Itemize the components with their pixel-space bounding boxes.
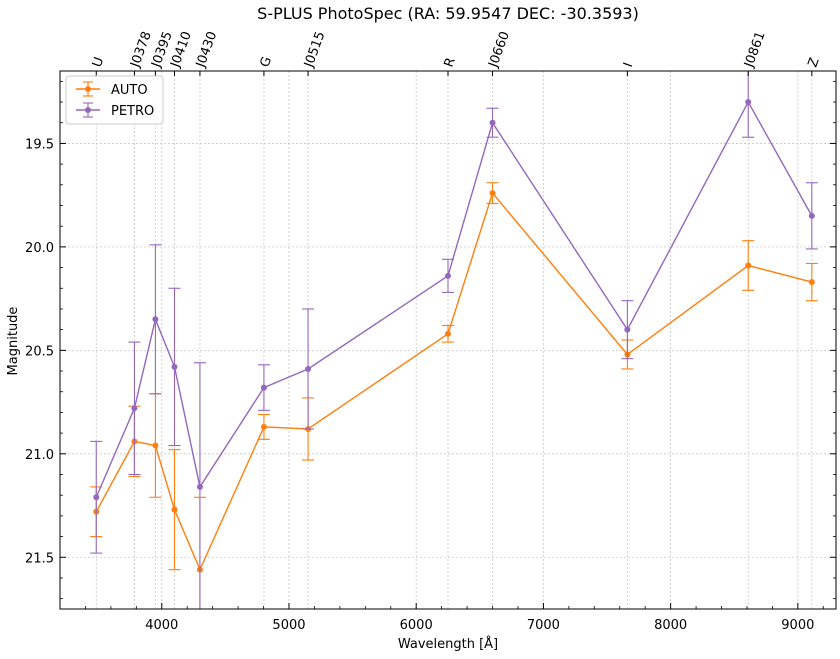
- axis-ticks: 4000 5000 6000 7000 8000 9000 19.5 20.0 20.5 21.0…: [25, 71, 836, 633]
- legend-marker: [85, 107, 91, 113]
- x-tick-label: 7000: [527, 618, 560, 633]
- y-axis-label: Magnitude: [6, 307, 21, 376]
- band-label-i: I: [621, 61, 636, 70]
- data-point: [171, 506, 178, 513]
- series-petro: [90, 71, 818, 609]
- band-label-g: G: [258, 55, 276, 70]
- data-point: [808, 279, 815, 286]
- series-line-auto: [95, 191, 813, 572]
- y-tick-label: 20.0: [25, 241, 54, 256]
- x-tick-label: 9000: [781, 618, 814, 633]
- data-point: [260, 423, 267, 430]
- y-tick-label: 19.5: [25, 137, 54, 152]
- legend-entry-petro: [76, 102, 100, 118]
- x-axis-label: Wavelength [Å]: [398, 636, 498, 652]
- data-point: [445, 330, 451, 337]
- data-point: [489, 119, 496, 126]
- legend: AUTO PETRO: [65, 75, 164, 125]
- data-point: [808, 212, 815, 219]
- x-tick-label: 8000: [654, 618, 687, 633]
- data-point: [131, 405, 138, 412]
- data-point: [305, 365, 312, 372]
- data-point: [196, 483, 203, 490]
- legend-entry-auto: [76, 81, 100, 97]
- series-line-petro: [95, 100, 813, 498]
- grid: [60, 71, 836, 609]
- data-point: [745, 262, 752, 269]
- data-series: [90, 71, 818, 609]
- data-point: [745, 99, 752, 106]
- data-point: [624, 326, 631, 333]
- legend-label-petro: PETRO: [111, 104, 154, 119]
- data-point: [152, 442, 159, 449]
- chart-title: S-PLUS PhotoSpec (RA: 59.9547 DEC: -30.3…: [257, 4, 639, 23]
- x-tick-label: 4000: [145, 618, 178, 633]
- data-point: [445, 272, 451, 279]
- data-point: [93, 494, 100, 501]
- data-point: [152, 316, 159, 323]
- y-tick-label: 20.5: [25, 344, 54, 359]
- data-point: [171, 363, 178, 370]
- data-point: [260, 384, 267, 391]
- y-tick-label: 21.5: [25, 551, 54, 566]
- legend-label-auto: AUTO: [111, 83, 148, 98]
- x-tick-label: 6000: [400, 618, 433, 633]
- legend-marker: [85, 86, 91, 92]
- y-tick-label: 21.0: [25, 448, 54, 463]
- x-tick-label: 5000: [272, 618, 305, 633]
- data-point: [489, 190, 496, 197]
